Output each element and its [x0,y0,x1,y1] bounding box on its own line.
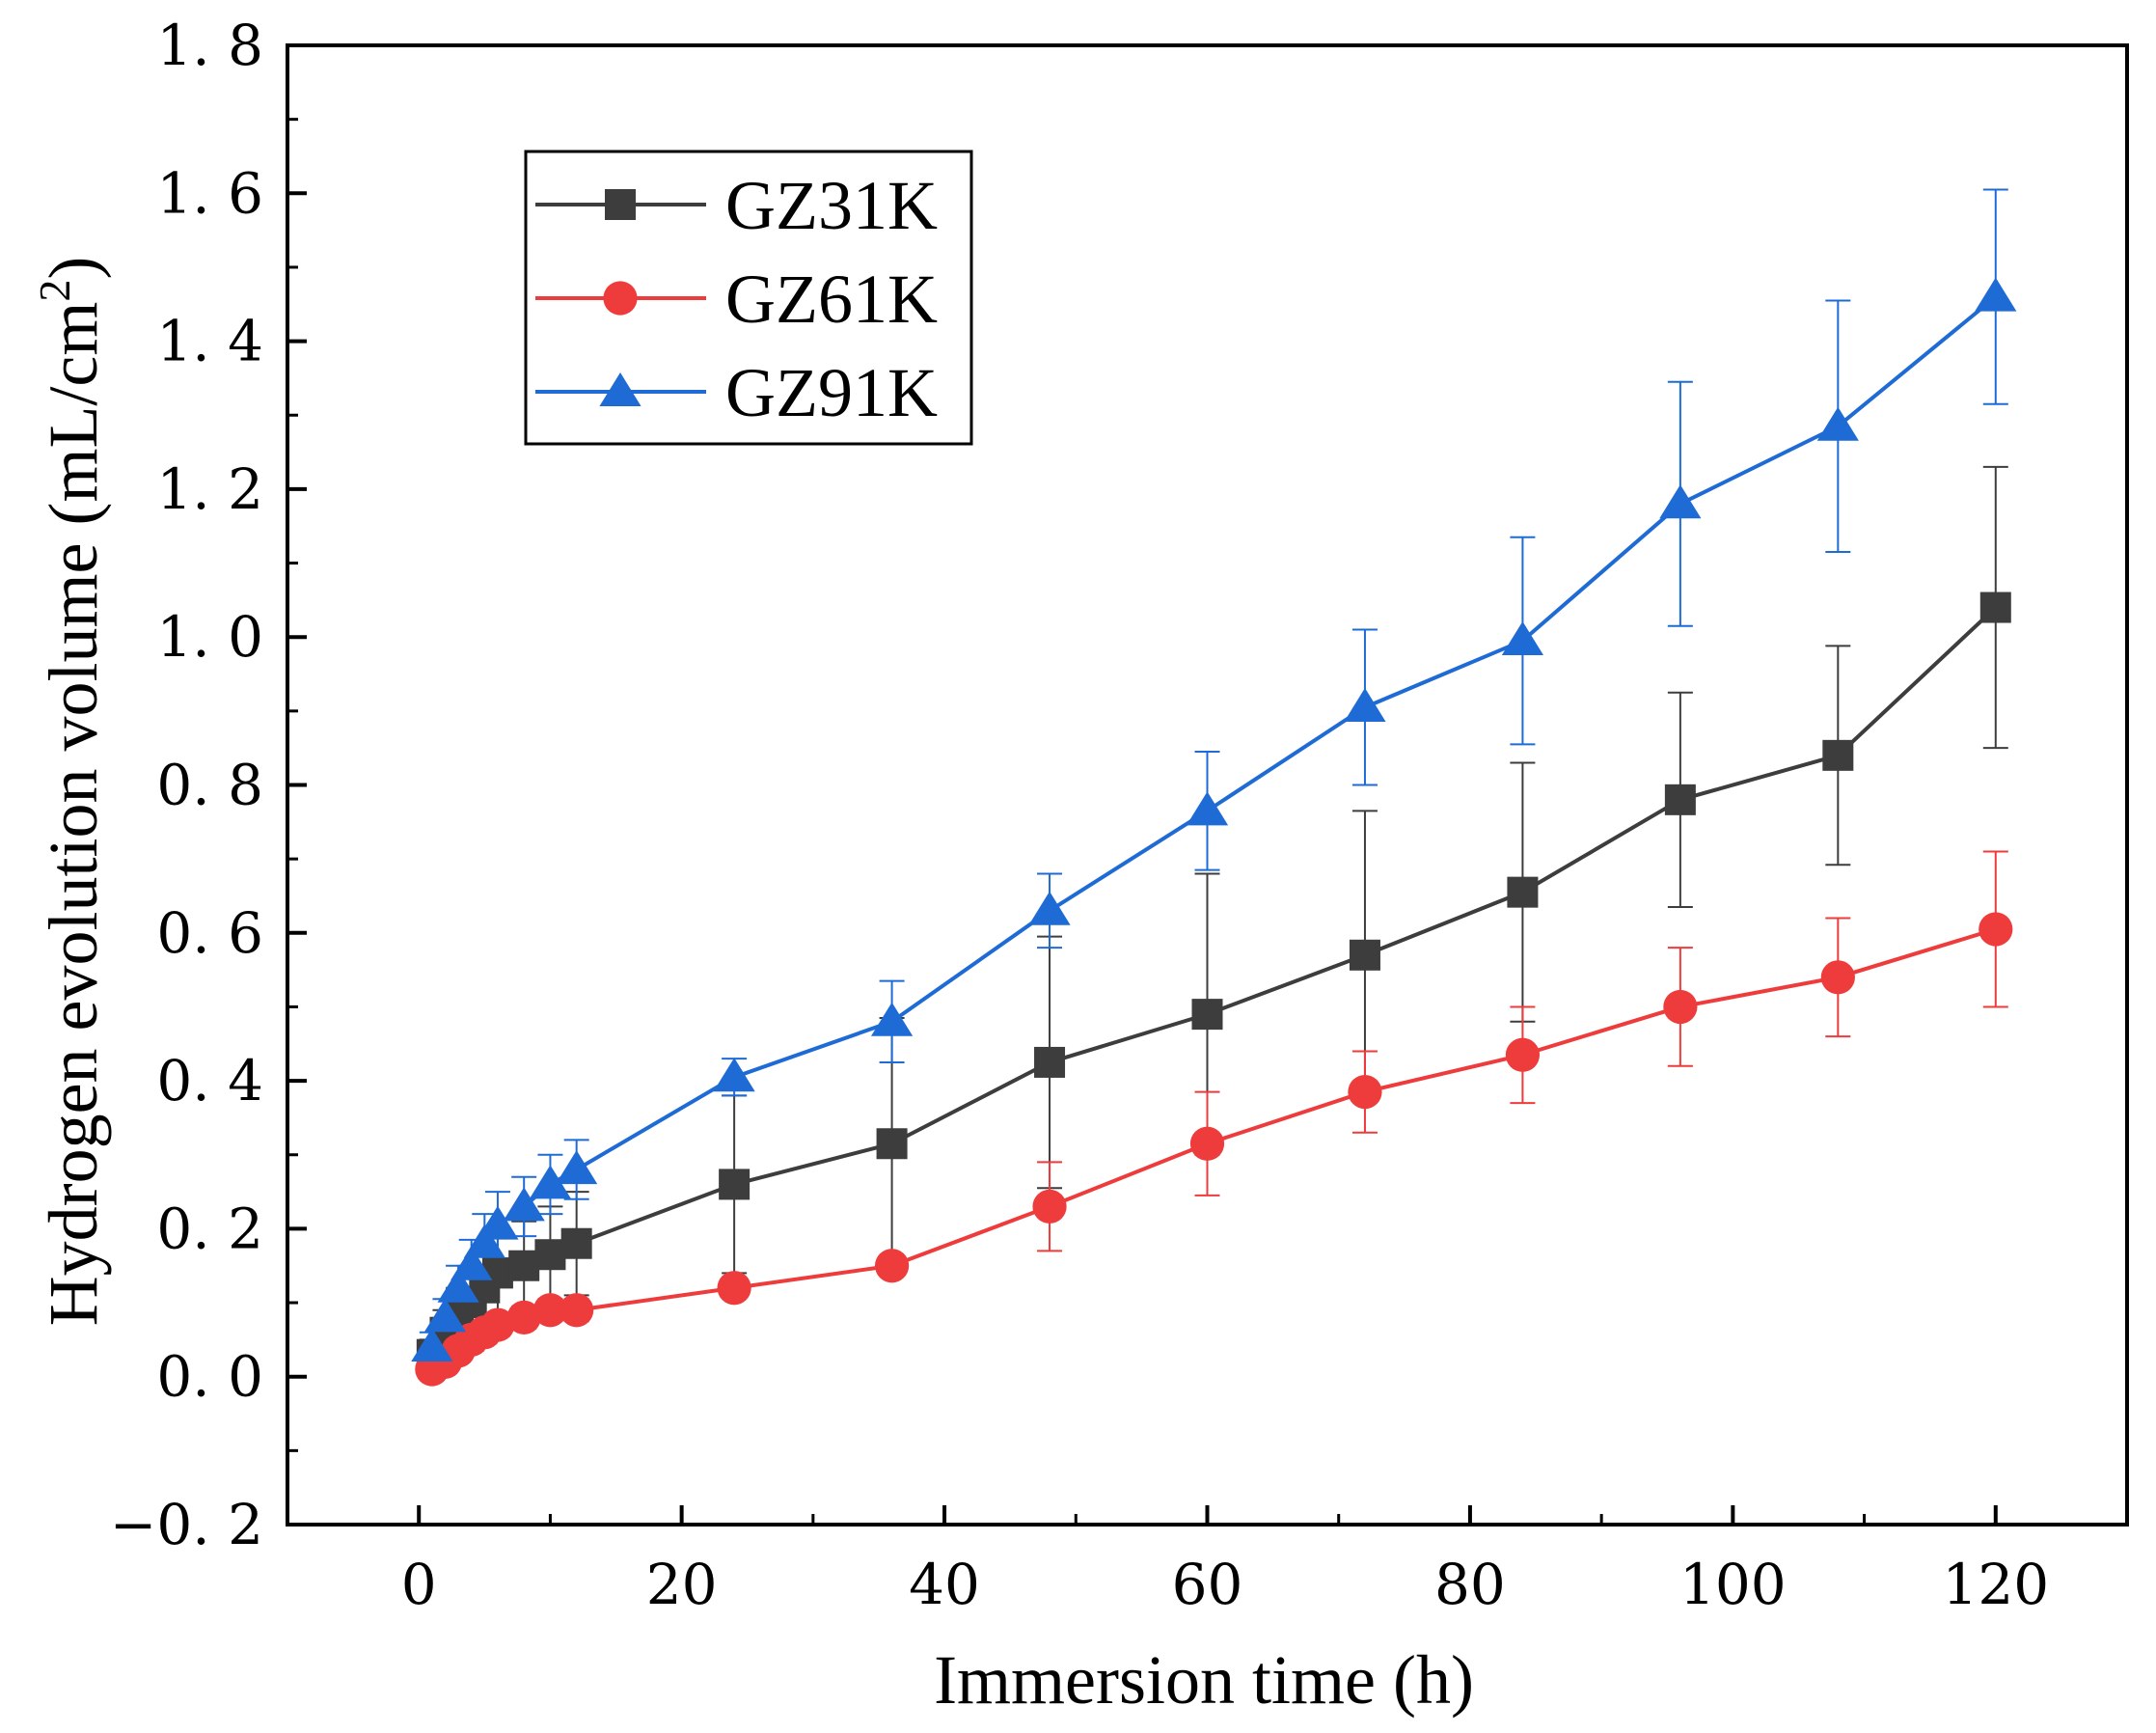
data-point-gz61k [717,1271,751,1306]
data-point-gz91k [463,1224,505,1258]
data-point-gz91k [450,1246,493,1280]
data-point-gz31k [1034,1046,1066,1078]
x-tick-label: 120 [1942,1552,2049,1617]
x-tick-label: 80 [1434,1552,1506,1617]
data-point-gz61k [1505,1037,1541,1072]
data-point-gz91k [437,1268,479,1303]
x-tick-label: 100 [1679,1552,1787,1617]
y-axis-title: Hydrogen evolution volume (mL/cm2) [30,257,112,1327]
data-point-gz31k [1664,784,1696,815]
data-point-gz31k [508,1250,540,1281]
y-tick-label: 0. 6 [156,900,263,966]
axes [286,43,2129,1527]
y-tick-label: 1. 4 [156,309,263,374]
y-tick-label: 1. 6 [156,160,263,226]
x-tick-label: 40 [909,1552,980,1617]
data-point-gz31k [1979,591,2011,623]
data-point-gz91k [556,1150,598,1185]
x-tick-label: 0 [401,1552,437,1617]
data-point-gz31k [534,1239,566,1271]
data-point-gz61k [1032,1189,1067,1224]
data-point-gz91k [1028,891,1071,925]
x-tick-label: 60 [1172,1552,1243,1617]
data-point-gz91k [423,1298,467,1333]
data-point-gz61k [1820,960,1855,995]
data-point-gz61k [480,1307,515,1342]
data-point-gz31k [876,1128,908,1160]
data-point-gz31k [560,1227,592,1259]
data-point-gz31k [1191,999,1223,1031]
y-tick-label: 0. 4 [156,1048,263,1114]
data-point-gz91k [1501,621,1544,656]
series-markers [411,277,2017,1387]
legend-label-gz91k: GZ91K [725,354,938,431]
data-point-gz61k [1663,989,1698,1025]
data-point-gz31k [1822,739,1854,771]
data-point-gz91k [713,1058,755,1092]
data-point-gz91k [529,1165,572,1199]
y-axis-title-main: Hydrogen evolution volume (mL/cm [35,302,112,1327]
data-point-gz91k [870,1002,914,1036]
y-tick-label: 0. 0 [156,1344,263,1410]
y-axis-title-end: ) [35,257,112,280]
legend-marker-gz91k [599,372,641,406]
data-point-gz61k [559,1293,594,1328]
series-lines [430,295,1998,1371]
legend-marker-gz61k [603,281,638,316]
data-point-gz61k [1979,912,2013,947]
legend: GZ31K GZ61K GZ91K [524,150,973,446]
data-point-gz91k [1816,406,1859,441]
y-tick-label: 1. 8 [156,13,263,78]
y-axis-title-superscript: 2 [30,280,79,302]
data-point-gz31k [1507,876,1539,908]
x-tick-label: 20 [646,1552,718,1617]
data-point-gz61k [1189,1126,1225,1161]
data-point-gz91k [1659,484,1702,519]
data-point-gz61k [506,1300,541,1334]
y-tick-label: 0. 8 [156,753,263,818]
data-point-gz61k [874,1249,910,1283]
legend-marker-gz31k [605,189,636,220]
series-line-gz31k [430,606,1998,1356]
x-axis-title: Immersion time (h) [934,1641,1474,1719]
data-point-gz91k [1344,688,1386,723]
y-tick-label: −0. 2 [110,1492,263,1557]
tick-labels: 0 20 40 60 80 100 120 −0. 2 0. 0 0. 2 0. 4 0. 6 0. 8… [110,13,2049,1617]
data-point-gz91k [1975,277,2017,312]
data-point-gz31k [1349,939,1380,971]
legend-label-gz61k: GZ61K [725,261,938,338]
data-point-gz91k [1186,791,1229,826]
legend-label-gz31k: GZ31K [725,167,938,244]
y-tick-label: 1. 0 [156,604,263,670]
data-point-gz91k [411,1328,453,1362]
y-tick-label: 1. 2 [156,456,263,522]
data-point-gz91k [503,1187,545,1222]
data-point-gz91k [477,1205,519,1240]
data-point-gz61k [1348,1074,1382,1110]
data-point-gz61k [532,1293,568,1328]
data-point-gz31k [719,1169,751,1200]
y-tick-label: 0. 2 [156,1196,263,1261]
